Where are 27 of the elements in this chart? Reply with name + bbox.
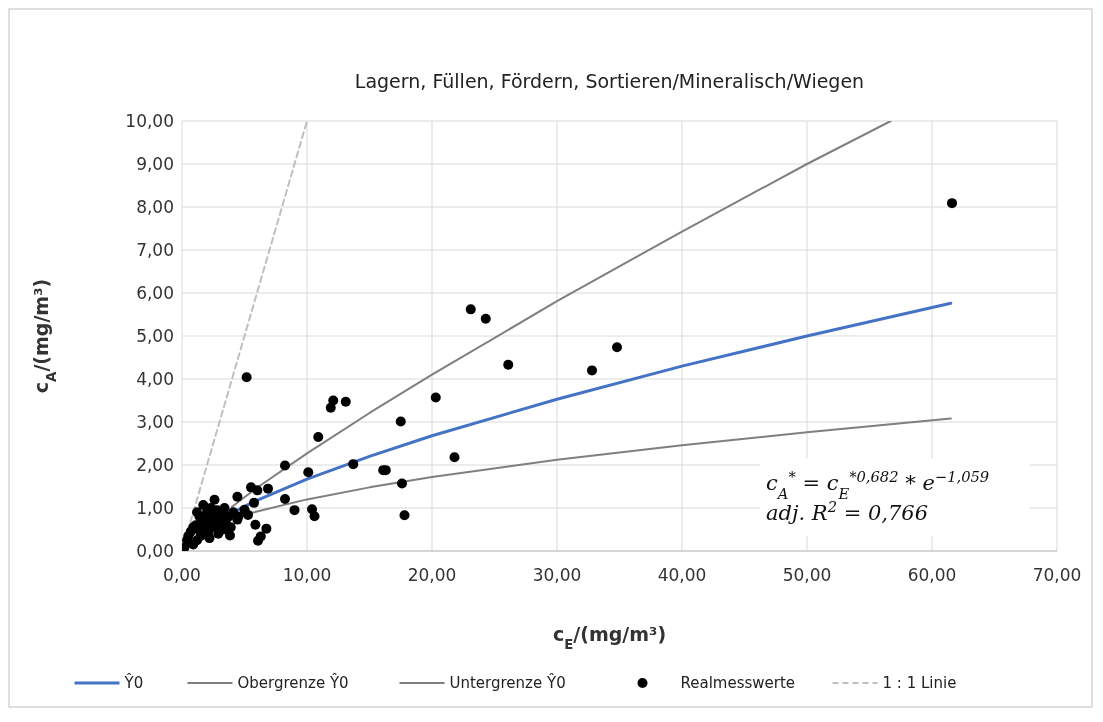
y-tick-label: 1,00 (136, 497, 174, 518)
x-tick-label: 10,00 (282, 565, 332, 585)
y-tick-label: 3,00 (136, 411, 174, 432)
x-axis-title: c$_{E}$/(mg/m³) (552, 623, 667, 652)
legend-label: Obergrenze Ŷ0 (237, 673, 349, 693)
y-tick-label: 8,00 (136, 196, 174, 217)
x-tick-label: 50,00 (782, 565, 832, 585)
legend-label: Realmesswerte (680, 674, 796, 693)
y-tick-label: 0,00 (136, 540, 174, 561)
chart-title: Lagern, Füllen, Fördern, Sortieren/Mineralisch/Wiegen (354, 70, 865, 92)
y-tick-label: 6,00 (136, 282, 174, 303)
x-tick-label: 70,00 (1032, 565, 1082, 585)
y-tick-label: 10,00 (125, 110, 174, 131)
y-tick-label: 2,00 (136, 454, 174, 475)
legend-label: Untergrenze Ŷ0 (449, 673, 566, 693)
y-tick-label: 7,00 (136, 239, 174, 260)
x-tick-label: 0,00 (163, 565, 201, 585)
x-tick-label: 60,00 (907, 565, 957, 585)
annotation: c$_{A}$$^{*}$ = c$_{E}$$^{*0,682}$ * e$^{−1,059}$ (766, 467, 990, 502)
legend-label: 1 : 1 Linie (882, 674, 957, 693)
y-tick-label: 5,00 (136, 325, 174, 346)
x-tick-label: 30,00 (532, 565, 582, 585)
y-tick-label: 9,00 (136, 153, 174, 174)
y-tick-label: 4,00 (136, 368, 174, 389)
x-tick-label: 20,00 (407, 565, 457, 585)
x-tick-label: 40,00 (657, 565, 707, 585)
legend-label: Ŷ0 (123, 673, 144, 693)
